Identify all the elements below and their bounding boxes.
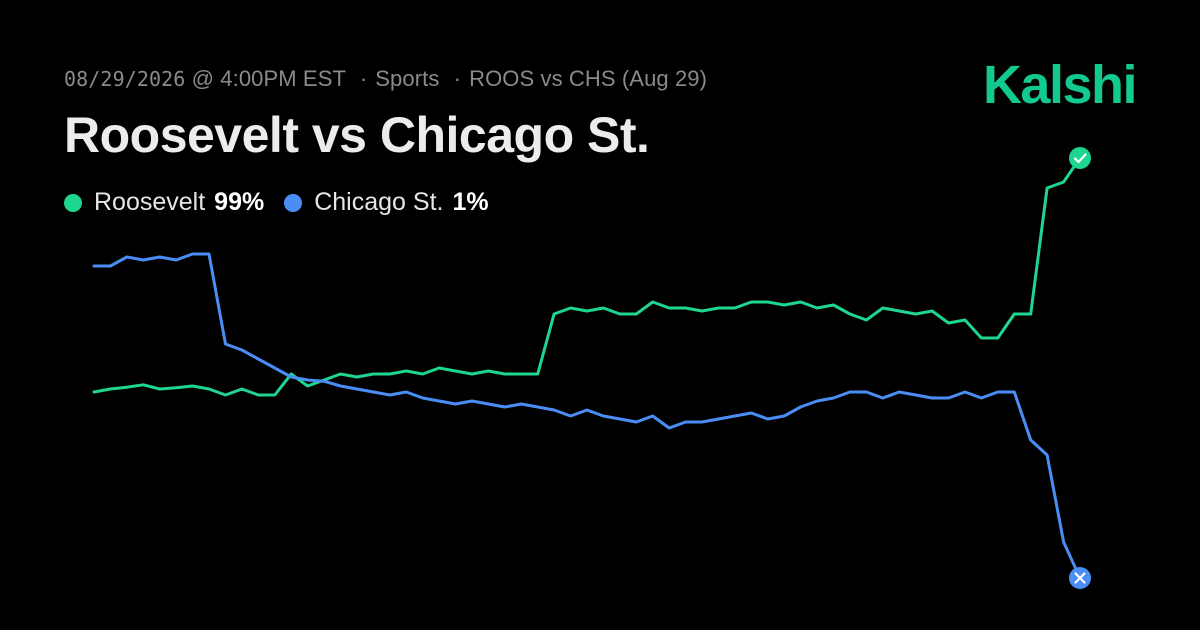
check-icon xyxy=(1069,147,1091,169)
meta-separator: · xyxy=(453,66,462,91)
market-meta: 08/29/2026 @ 4:00PM EST · Sports · ROOS vs… xyxy=(64,66,707,92)
legend-value-roosevelt: 99% xyxy=(214,188,265,216)
kalshi-logo: Kalshi xyxy=(982,55,1138,115)
event-time: @ 4:00PM EST xyxy=(191,66,346,91)
market-name: ROOS vs CHS (Aug 29) xyxy=(469,66,708,91)
legend-label-roosevelt: Roosevelt xyxy=(94,188,206,216)
series-line-roosevelt xyxy=(92,156,1082,397)
cross-icon xyxy=(1069,567,1091,589)
legend-label-chicago-st: Chicago St. xyxy=(314,188,444,216)
meta-separator: · xyxy=(359,66,368,91)
legend-dot-chicago-st xyxy=(284,193,303,212)
legend-dot-roosevelt xyxy=(64,193,82,212)
chart-legend: Roosevelt 99% Chicago St. 1% xyxy=(64,188,509,217)
legend-item-chicago-st: Chicago St. 1% xyxy=(284,188,489,217)
event-category: Sports xyxy=(375,66,440,91)
page-title: Roosevelt vs Chicago St. xyxy=(64,107,650,163)
series-line-chicago-st xyxy=(92,252,1082,580)
legend-item-roosevelt: Roosevelt 99% xyxy=(64,188,264,217)
event-date: 08/29/2026 xyxy=(64,67,186,91)
legend-value-chicago-st: 1% xyxy=(452,188,489,216)
